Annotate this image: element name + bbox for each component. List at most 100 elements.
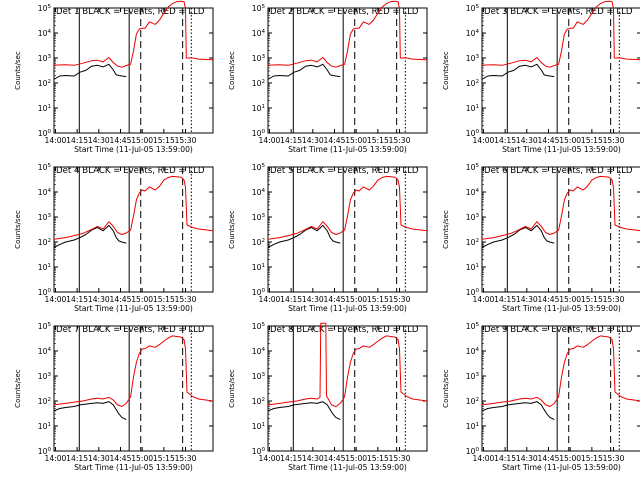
y-tick-label: 100: [466, 447, 480, 456]
x-tick-label: 14:45: [538, 454, 560, 463]
x-tick-label: 15:30: [603, 454, 625, 463]
y-tick-label: 103: [466, 213, 480, 222]
x-tick-label: 14:45: [110, 454, 132, 463]
x-tick-label: 14:15: [66, 136, 88, 145]
panel-title: Det 8 BLACK = Events, RED = LLD: [270, 325, 419, 335]
y-tick-label: 104: [252, 188, 266, 197]
x-tick-label: 14:30: [88, 454, 110, 463]
y-tick-label: 105: [252, 322, 266, 331]
y-axis-label: Counts/sec: [442, 210, 450, 249]
x-tick-label: 15:30: [175, 454, 197, 463]
x-axis-label: Start Time (11-Jul-05 13:59:00): [74, 463, 193, 472]
x-tick-label: 15:15: [153, 454, 175, 463]
y-tick-label: 103: [38, 213, 52, 222]
x-tick-label: 15:00: [131, 295, 153, 304]
y-tick-label: 102: [252, 397, 265, 406]
plot-frame: [481, 7, 640, 134]
plot-frame: [267, 325, 428, 452]
events-series-line: [267, 63, 341, 80]
y-tick-label: 105: [38, 322, 52, 331]
y-axis-label: Counts/sec: [228, 51, 236, 90]
y-tick-label: 101: [252, 263, 266, 272]
x-tick-label: 15:30: [389, 295, 411, 304]
y-axis-label: Counts/sec: [228, 210, 236, 249]
detector-panel: Det 2 BLACK = Events, RED = LLD 14:00 14:1…: [228, 0, 428, 154]
events-series-line: [53, 401, 127, 421]
y-tick-label: 102: [38, 79, 51, 88]
y-tick-label: 104: [38, 347, 52, 356]
lld-series-line: [481, 0, 640, 68]
panel-title: Det 5 BLACK = Events, RED = LLD: [270, 166, 419, 176]
x-tick-label: 14:30: [516, 295, 538, 304]
plot-frame: [267, 7, 428, 134]
y-tick-label: 104: [466, 347, 480, 356]
x-tick-label: 14:30: [516, 136, 538, 145]
x-tick-label: 15:15: [581, 295, 603, 304]
y-tick-label: 104: [38, 29, 52, 38]
x-tick-label: 15:15: [153, 295, 175, 304]
y-tick-label: 103: [252, 372, 266, 381]
y-tick-label: 100: [252, 447, 266, 456]
detector-panel: Det 1 BLACK = Events, RED = LLD 14:00 14:1…: [14, 0, 214, 154]
x-tick-label: 15:00: [131, 454, 153, 463]
y-axis-label: Counts/sec: [442, 369, 450, 408]
lld-series-line: [267, 0, 428, 68]
x-tick-label: 14:30: [302, 136, 324, 145]
plot-frame: [267, 166, 428, 293]
x-tick-label: 15:15: [581, 454, 603, 463]
plot-frame: [481, 166, 640, 293]
plot-frame: [481, 325, 640, 452]
y-tick-label: 100: [252, 129, 266, 138]
x-tick-label: 15:15: [581, 136, 603, 145]
plot-frame: [53, 166, 214, 293]
detector-panel: Det 7 BLACK = Events, RED = LLD 14:00 14:1…: [14, 322, 214, 472]
y-tick-label: 102: [252, 238, 265, 247]
y-tick-label: 103: [466, 54, 480, 63]
x-tick-label: 14:00: [259, 295, 281, 304]
x-tick-label: 14:45: [110, 295, 132, 304]
events-series-line: [481, 63, 555, 80]
x-tick-label: 14:15: [494, 295, 516, 304]
x-tick-label: 14:00: [259, 136, 281, 145]
y-tick-label: 101: [466, 422, 480, 431]
y-tick-label: 101: [252, 422, 266, 431]
x-tick-label: 15:00: [131, 136, 153, 145]
y-tick-label: 105: [466, 4, 480, 13]
y-tick-label: 101: [252, 104, 266, 113]
x-axis-label: Start Time (11-Jul-05 13:59:00): [74, 145, 193, 154]
x-tick-label: 15:30: [389, 136, 411, 145]
y-tick-label: 104: [466, 188, 480, 197]
y-tick-label: 102: [466, 79, 479, 88]
y-tick-label: 102: [38, 238, 51, 247]
lld-series-line: [481, 335, 640, 407]
y-axis-label: Counts/sec: [228, 369, 236, 408]
y-tick-label: 100: [38, 129, 52, 138]
y-axis-label: Counts/sec: [14, 51, 22, 90]
x-tick-label: 14:45: [324, 295, 346, 304]
x-tick-label: 14:45: [538, 136, 560, 145]
plot-frame: [53, 325, 214, 452]
y-tick-label: 102: [252, 79, 265, 88]
x-tick-label: 14:30: [88, 295, 110, 304]
lld-series-line: [267, 322, 428, 407]
x-tick-label: 15:00: [345, 295, 367, 304]
events-series-line: [267, 401, 341, 421]
x-tick-label: 15:15: [367, 136, 389, 145]
y-tick-label: 103: [38, 54, 52, 63]
y-tick-label: 101: [466, 104, 480, 113]
y-tick-label: 102: [38, 397, 51, 406]
x-tick-label: 14:00: [45, 454, 67, 463]
x-tick-label: 14:30: [302, 295, 324, 304]
x-tick-label: 15:00: [559, 295, 581, 304]
y-axis-label: Counts/sec: [442, 51, 450, 90]
x-tick-label: 15:30: [389, 454, 411, 463]
y-tick-label: 104: [466, 29, 480, 38]
y-tick-label: 103: [38, 372, 52, 381]
events-series-line: [481, 401, 555, 421]
y-tick-label: 105: [252, 163, 266, 172]
x-tick-label: 14:00: [45, 295, 67, 304]
y-tick-label: 101: [38, 104, 52, 113]
x-tick-label: 14:30: [516, 454, 538, 463]
y-tick-label: 100: [252, 288, 266, 297]
